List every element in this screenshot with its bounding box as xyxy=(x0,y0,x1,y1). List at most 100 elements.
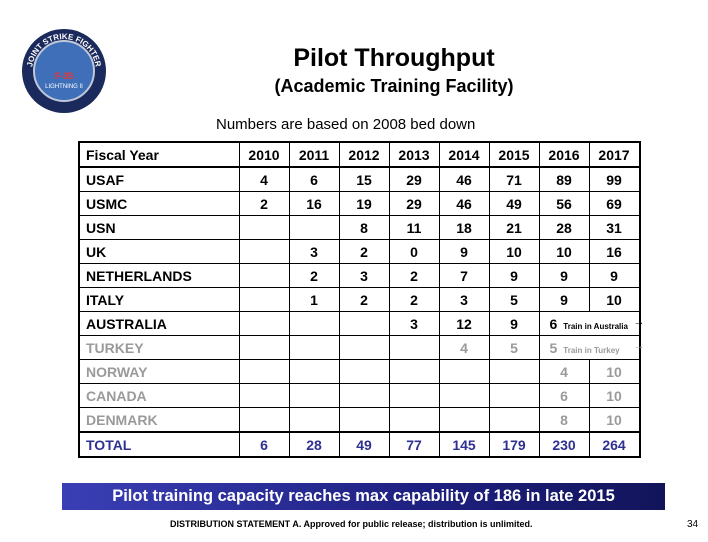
cell: 9 xyxy=(538,263,590,288)
cell: 16 xyxy=(288,191,340,216)
logo-center xyxy=(33,40,95,102)
cell: 56 xyxy=(538,191,590,216)
cell xyxy=(288,335,340,360)
cell: 0 xyxy=(388,239,440,264)
cell xyxy=(288,383,340,408)
cell: 1 xyxy=(288,287,340,312)
cell: 230 xyxy=(538,431,590,458)
cell xyxy=(488,359,540,384)
cell: 9 xyxy=(488,263,540,288)
cell: 5 Train in Turkey → xyxy=(538,335,645,360)
cell: 10 xyxy=(538,239,590,264)
cell xyxy=(238,215,290,240)
banner: Pilot training capacity reaches max capa… xyxy=(62,483,665,510)
header-row: Fiscal Year 2010 2011 2012 2013 2014 2015 2016 2… xyxy=(78,141,640,168)
cell: 10 xyxy=(588,407,640,433)
row-label: TURKEY xyxy=(78,335,240,360)
cell: 77 xyxy=(388,431,440,458)
row-label: USAF xyxy=(78,166,240,192)
column-header: 2017 xyxy=(588,141,640,168)
row: USN 8 11 18 21 28 31 xyxy=(78,215,640,240)
note-arrow: → xyxy=(633,315,645,328)
cell: 19 xyxy=(338,191,390,216)
cell xyxy=(438,359,490,384)
cell: 10 xyxy=(588,287,640,312)
cell-note: Train in Australia xyxy=(563,321,628,331)
cell: 10 xyxy=(588,359,640,384)
cell xyxy=(388,383,440,408)
cell: 9 xyxy=(488,311,540,336)
cell: 3 xyxy=(438,287,490,312)
page-number: 34 xyxy=(687,519,699,530)
column-header: 2013 xyxy=(388,141,440,168)
row: CANADA 6 10 xyxy=(78,383,640,408)
cell: 99 xyxy=(588,166,640,192)
row-label: TOTAL xyxy=(78,431,240,458)
cell xyxy=(488,407,540,433)
cell xyxy=(238,407,290,433)
row: USAF 4 6 15 29 46 71 89 99 xyxy=(78,166,640,192)
cell: 4 xyxy=(238,166,290,192)
cell: 29 xyxy=(388,166,440,192)
cell xyxy=(238,359,290,384)
cell xyxy=(238,263,290,288)
row-label: USN xyxy=(78,215,240,240)
cell: 49 xyxy=(488,191,540,216)
row: TOTAL 6 28 49 77 145 179 230 264 xyxy=(78,431,640,458)
cell: 2 xyxy=(388,263,440,288)
column-header: 2016 xyxy=(538,141,590,168)
subtitle: (Academic Training Facility) xyxy=(274,76,514,96)
cell: 16 xyxy=(588,239,640,264)
cell xyxy=(488,383,540,408)
cell-value: 6 xyxy=(549,315,558,332)
cell: 11 xyxy=(388,215,440,240)
cell xyxy=(288,215,340,240)
row: NETHERLANDS 2 3 2 7 9 9 9 xyxy=(78,263,640,288)
cell xyxy=(338,311,390,336)
logo-name: LIGHTNING II xyxy=(45,84,83,90)
row-label: NETHERLANDS xyxy=(78,263,240,288)
cell xyxy=(338,359,390,384)
cell xyxy=(338,335,390,360)
column-header: 2014 xyxy=(438,141,490,168)
cell: 9 xyxy=(588,263,640,288)
cell: 145 xyxy=(438,431,490,458)
column-header: 2015 xyxy=(488,141,540,168)
cell: 5 xyxy=(488,335,540,360)
cell: 71 xyxy=(488,166,540,192)
cell xyxy=(288,359,340,384)
cell-value: 5 xyxy=(549,339,558,356)
cell: 49 xyxy=(338,431,390,458)
cell: 4 xyxy=(538,359,590,384)
cell xyxy=(388,335,440,360)
footer-statement: DISTRIBUTION STATEMENT A. Approved for p… xyxy=(170,519,533,529)
column-header: 2011 xyxy=(288,141,340,168)
cell: 18 xyxy=(438,215,490,240)
cell xyxy=(238,335,290,360)
row: DENMARK 8 10 xyxy=(78,407,640,433)
cell xyxy=(438,407,490,433)
row-label: DENMARK xyxy=(78,407,240,433)
row-label: CANADA xyxy=(78,383,240,408)
cell: 46 xyxy=(438,166,490,192)
cell xyxy=(338,383,390,408)
cell-note: Train in Turkey xyxy=(563,345,620,355)
cell xyxy=(288,407,340,433)
cell: 89 xyxy=(538,166,590,192)
cell: 2 xyxy=(338,287,390,312)
cell: 179 xyxy=(488,431,540,458)
row: AUSTRALIA 3 12 9 6 Train in Australia → xyxy=(78,311,645,336)
cell: 69 xyxy=(588,191,640,216)
cell xyxy=(388,359,440,384)
cell: 9 xyxy=(538,287,590,312)
cell: 264 xyxy=(588,431,640,458)
cell: 5 xyxy=(488,287,540,312)
cell: 3 xyxy=(288,239,340,264)
cell: 2 xyxy=(388,287,440,312)
cell: 9 xyxy=(438,239,490,264)
note: Numbers are based on 2008 bed down xyxy=(216,116,476,133)
cell: 31 xyxy=(588,215,640,240)
cell xyxy=(238,239,290,264)
column-header: 2010 xyxy=(238,141,290,168)
